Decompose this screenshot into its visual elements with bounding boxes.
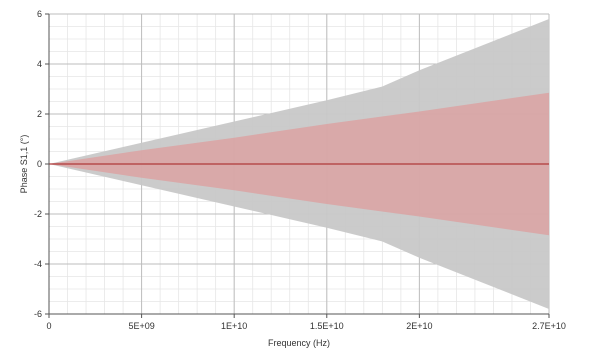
y-tick-label: -2: [34, 209, 42, 219]
y-tick-label: -6: [34, 309, 42, 319]
x-tick-label: 5E+09: [128, 321, 154, 331]
x-tick-label: 1.5E+10: [310, 321, 344, 331]
tick-labels: 0 5E+09 1E+10 1.5E+10 2E+10 2.7E+10 -6 -4 -2 0 2 4 6: [34, 9, 566, 331]
y-tick-label: 0: [37, 159, 42, 169]
y-tick-label: 2: [37, 109, 42, 119]
x-tick-label: 0: [46, 321, 51, 331]
y-tick-label: 4: [37, 59, 42, 69]
y-tick-label: -4: [34, 259, 42, 269]
x-tick-label: 1E+10: [221, 321, 247, 331]
y-tick-label: 6: [37, 9, 42, 19]
x-tick-label: 2.7E+10: [532, 321, 566, 331]
x-tick-label: 2E+10: [406, 321, 432, 331]
axes: [45, 13, 550, 318]
x-axis-title: Frequency (Hz): [268, 338, 330, 348]
series-layer: [49, 19, 549, 309]
y-axis-title: Phase S1,1 (°): [19, 135, 29, 194]
